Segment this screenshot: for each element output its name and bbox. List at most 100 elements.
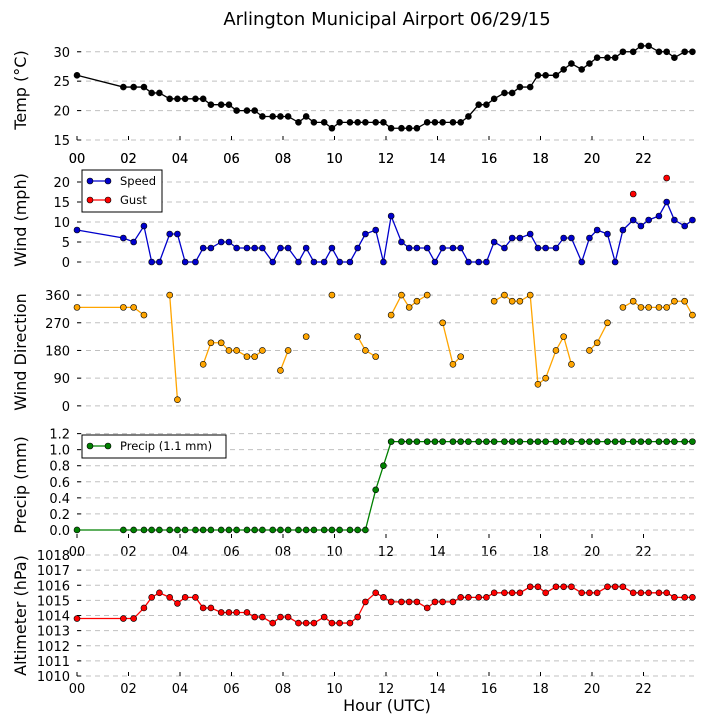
data-point-precip [120, 526, 127, 534]
x-tick-label: 04 [172, 682, 189, 697]
data-point-altimeter [405, 598, 413, 606]
y-tick-label: 1011 [37, 655, 70, 670]
data-point-precip [336, 526, 343, 534]
data-point-direction [413, 297, 421, 305]
data-point-precip [174, 526, 181, 534]
x-tick-label: 14 [429, 545, 446, 560]
data-point-direction [423, 291, 431, 299]
data-point-altimeter [663, 589, 670, 597]
data-point-altimeter [578, 589, 586, 597]
data-point-speed [475, 258, 483, 266]
data-point-temp [233, 107, 240, 114]
data-point-precip [295, 526, 302, 534]
x-tick-label: 06 [223, 682, 240, 697]
data-point-precip [354, 526, 361, 534]
y-axis-label: Precip (mm) [11, 436, 30, 534]
data-point-speed [449, 244, 457, 252]
data-point-precip [199, 526, 207, 534]
data-point-temp [655, 48, 663, 56]
data-point-altimeter [475, 594, 483, 601]
data-point-temp [542, 71, 549, 79]
data-point-temp [578, 66, 586, 73]
data-point-temp [645, 42, 652, 50]
data-point-precip [431, 438, 439, 445]
x-tick-label: 04 [172, 152, 189, 167]
data-point-direction [174, 396, 181, 403]
data-point-speed [302, 244, 310, 252]
data-point-temp [259, 113, 266, 120]
data-point-altimeter [217, 609, 225, 616]
x-tick-label: 16 [481, 152, 498, 167]
data-point-temp [310, 119, 318, 126]
x-tick-label: 22 [635, 545, 652, 560]
data-point-precip [217, 526, 225, 534]
data-point-speed [372, 226, 380, 234]
data-point-direction [671, 297, 678, 305]
y-tick-label: 25 [53, 75, 70, 90]
x-tick-label: 10 [326, 152, 343, 167]
data-point-direction [199, 361, 207, 368]
data-point-altimeter [552, 583, 560, 591]
data-point-altimeter [534, 583, 542, 591]
data-point-precip [277, 526, 284, 534]
data-point-speed [207, 244, 215, 252]
data-point-direction [387, 311, 395, 319]
series-line-direction [169, 295, 179, 400]
data-point-altimeter [372, 589, 380, 597]
y-tick-label: 90 [53, 372, 70, 387]
data-point-altimeter [516, 589, 524, 597]
data-point-temp [302, 113, 310, 120]
data-point-altimeter [354, 613, 361, 621]
data-point-direction [526, 291, 534, 299]
data-point-precip [586, 438, 593, 445]
data-point-altimeter [269, 619, 277, 627]
data-point-direction [508, 297, 516, 305]
x-tick-label: 14 [429, 152, 446, 167]
y-tick-label: 1010 [37, 670, 70, 685]
y-tick-label: 20 [53, 176, 70, 191]
data-point-temp [207, 101, 215, 109]
series-line-direction [493, 293, 573, 386]
x-tick-label: 12 [378, 152, 395, 167]
data-point-temp [148, 89, 155, 97]
data-point-temp [629, 48, 637, 56]
data-point-altimeter [526, 583, 534, 591]
data-point-temp [130, 83, 137, 91]
x-tick-label: 22 [635, 152, 652, 167]
data-point-temp [619, 48, 627, 56]
data-point-speed [423, 244, 431, 252]
data-point-precip [73, 526, 81, 534]
data-point-altimeter [542, 589, 549, 597]
data-point-speed [568, 234, 575, 242]
data-point-temp [372, 119, 380, 126]
data-point-altimeter [302, 619, 310, 627]
data-point-precip [243, 526, 251, 534]
data-point-speed [192, 258, 199, 266]
panel-temperature: 15 20 25 30 00 02 04 06 08 10 12 14 16 18 20 22 Temp (°C… [11, 42, 696, 167]
data-point-speed [604, 230, 611, 238]
data-point-direction [534, 381, 542, 388]
y-tick-label: 1017 [37, 564, 70, 579]
data-point-precip [233, 526, 240, 534]
data-point-gust [663, 174, 670, 182]
data-point-temp [73, 71, 81, 79]
data-point-speed [431, 258, 439, 266]
data-point-speed [174, 230, 181, 238]
data-point-direction [259, 347, 266, 354]
x-tick-label: 06 [223, 152, 240, 167]
data-point-precip [681, 438, 689, 445]
legend-marker [86, 196, 94, 204]
data-point-precip [302, 526, 310, 534]
data-point-direction [166, 291, 173, 299]
data-point-speed [336, 258, 343, 266]
data-point-precip [604, 438, 611, 445]
data-point-speed [295, 258, 302, 266]
data-point-temp [320, 119, 328, 126]
data-point-precip [457, 438, 464, 445]
data-point-speed [320, 258, 328, 266]
panel-wind_direction: 0 90 180 270 360 Wind Direction [11, 289, 696, 415]
data-point-altimeter [207, 604, 215, 612]
y-tick-label: 0.4 [49, 492, 70, 507]
data-point-temp [387, 124, 395, 132]
data-point-temp [689, 48, 696, 56]
